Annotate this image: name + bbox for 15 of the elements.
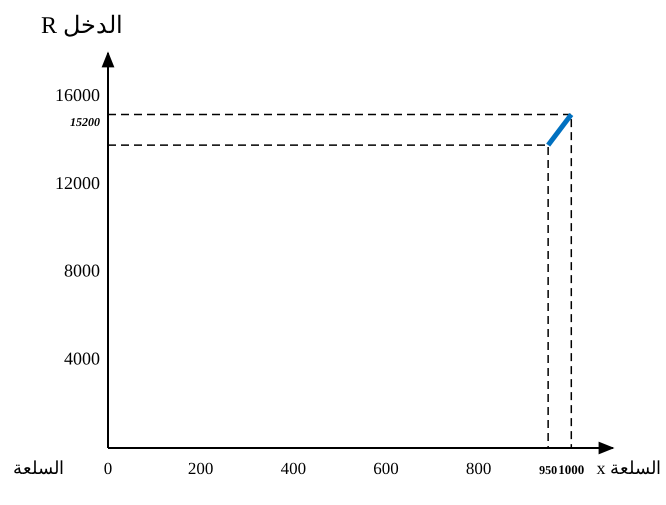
x-axis-title: السلعة x <box>596 458 661 478</box>
annotation: 15200 <box>70 115 100 130</box>
x-tick-label: 1000 <box>558 462 584 477</box>
x-tick-label: 400 <box>280 459 306 478</box>
x-tick-label: 800 <box>466 459 492 478</box>
text: السلعة <box>13 458 64 478</box>
x-tick-label: 950 <box>539 463 558 477</box>
y-tick-label: 12000 <box>55 172 100 193</box>
y-tick-label: 4000 <box>64 348 100 368</box>
x-tick-label: 0 <box>104 459 112 478</box>
y-axis-title: الدخل R <box>40 13 123 39</box>
x-tick-label: 200 <box>188 459 214 478</box>
y-tick-label: 16000 <box>55 85 100 106</box>
x-tick-label: 600 <box>373 459 399 478</box>
y-tick-label: 8000 <box>64 260 100 281</box>
